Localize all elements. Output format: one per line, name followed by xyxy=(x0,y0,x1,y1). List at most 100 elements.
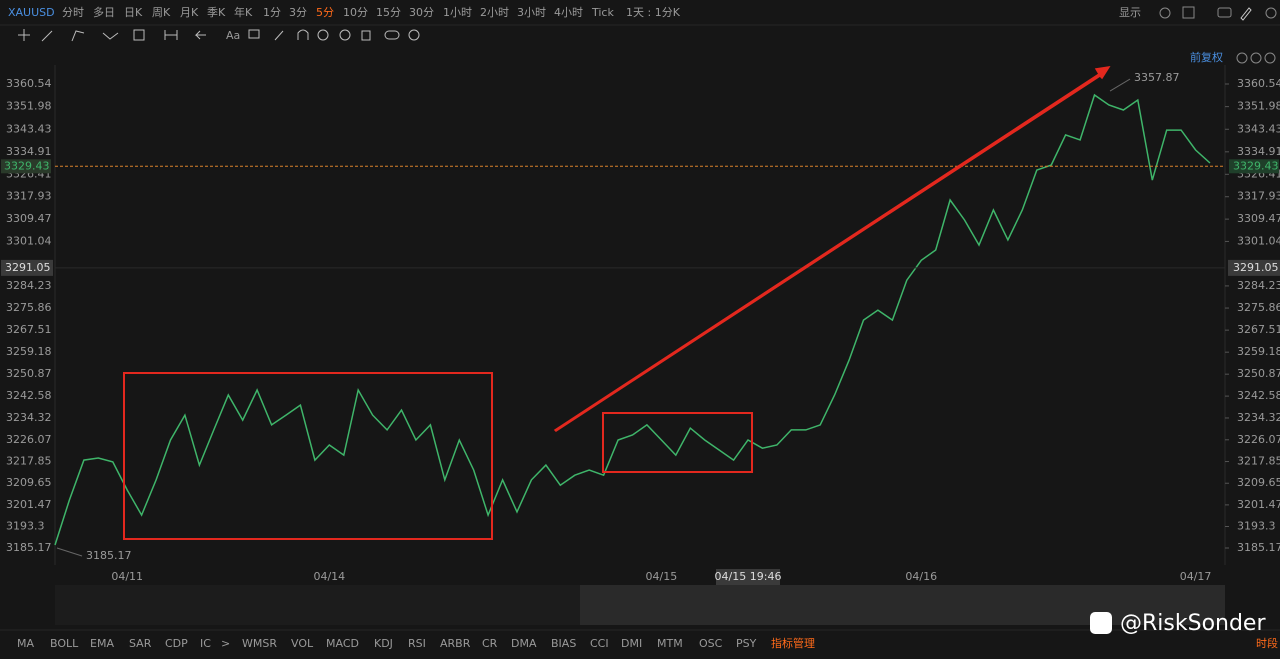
period-tab[interactable]: 4小时 xyxy=(554,6,583,19)
link-tool[interactable] xyxy=(384,30,400,40)
high-label: 3357.87 xyxy=(1134,71,1180,84)
period-tab[interactable]: 30分 xyxy=(409,6,434,19)
zoom-out[interactable] xyxy=(1250,52,1262,64)
y-tick-label: 3250.87 xyxy=(6,367,52,380)
indicator-tab[interactable]: VOL xyxy=(291,637,314,650)
checkbox-icon[interactable] xyxy=(1182,6,1195,19)
ray-tool[interactable] xyxy=(274,30,284,41)
chart-mode[interactable]: 1天 : 1分K xyxy=(626,6,681,19)
indicator-tab[interactable]: KDJ xyxy=(374,637,393,650)
period-tab[interactable]: 2小时 xyxy=(480,6,509,19)
period-tab[interactable]: 1分 xyxy=(263,6,281,19)
indicator-tab[interactable]: DMA xyxy=(511,637,537,650)
y-tick-label-right: 3317.93 xyxy=(1237,190,1280,203)
lock-tool[interactable] xyxy=(317,29,329,41)
period-tab[interactable]: 年K xyxy=(234,5,253,19)
current-price-box xyxy=(1229,159,1279,174)
period-tab[interactable]: 分时 xyxy=(62,6,84,19)
current-price-label: 3329.43 xyxy=(1233,159,1279,172)
indicator-tab[interactable]: MA xyxy=(17,637,34,650)
period-tab[interactable]: 1小时 xyxy=(443,6,472,19)
indicator-manager[interactable]: 指标管理 xyxy=(771,636,815,650)
low-leader xyxy=(56,547,83,557)
indicator-tab[interactable]: BOLL xyxy=(50,637,79,650)
hide-tool[interactable] xyxy=(339,29,351,41)
y-tick-label-right: 3185.17 xyxy=(1237,541,1280,554)
indicator-tab[interactable]: CR xyxy=(482,637,498,650)
indicator-tab[interactable]: OSC xyxy=(699,637,723,650)
period-tab[interactable]: 季K xyxy=(207,6,226,19)
camera-icon[interactable] xyxy=(1217,7,1232,18)
y-tick-label-right: 3226.07 xyxy=(1237,433,1280,446)
y-tick-label-right: 3284.23 xyxy=(1237,279,1280,292)
watermark-logo xyxy=(1090,612,1112,634)
y-tick-label-right: 3351.98 xyxy=(1237,100,1280,113)
period-tab[interactable]: 多日 xyxy=(93,5,115,19)
indicator-tab[interactable]: CDP xyxy=(165,637,188,650)
tool-settings[interactable] xyxy=(408,29,420,41)
indicator-tab[interactable]: > xyxy=(221,637,230,650)
y-tick-label: 3185.17 xyxy=(6,541,52,554)
indicator-tab[interactable]: PSY xyxy=(736,637,757,650)
indicator-tab[interactable]: EMA xyxy=(90,637,114,650)
indicator-tab[interactable]: CCI xyxy=(590,637,609,650)
crosshair-time-label: 04/15 19:46 xyxy=(715,570,782,583)
period-tab[interactable]: 5分 xyxy=(316,6,334,19)
indicator-tab[interactable]: BIAS xyxy=(551,637,576,650)
period-tab[interactable]: 3分 xyxy=(289,6,307,19)
measure-tool[interactable] xyxy=(164,30,178,40)
indicator-tab[interactable]: IC xyxy=(200,637,211,650)
high-leader xyxy=(1109,78,1131,92)
x-tick-label: 04/11 xyxy=(111,570,143,583)
period-tab[interactable]: 15分 xyxy=(376,6,401,19)
indicator-tab[interactable]: RSI xyxy=(408,637,426,650)
y-tick-label: 3226.07 xyxy=(6,433,52,446)
trend-arrow xyxy=(553,66,1111,432)
move-tool[interactable] xyxy=(18,29,30,41)
channel-tool[interactable] xyxy=(71,30,85,42)
period-tab[interactable]: 日K xyxy=(124,6,143,19)
close-icon[interactable] xyxy=(1265,7,1277,19)
indicator-tab[interactable]: WMSR xyxy=(242,637,277,650)
range-box xyxy=(602,412,753,473)
x-tick-label: 04/17 xyxy=(1180,570,1212,583)
wave-tool[interactable] xyxy=(102,32,119,40)
y-tick-label: 3309.47 xyxy=(6,212,52,225)
period-tab[interactable]: 10分 xyxy=(343,6,368,19)
period-tab[interactable]: Tick xyxy=(591,6,614,19)
period-tab[interactable]: 月K xyxy=(180,6,199,19)
reset-zoom[interactable] xyxy=(1236,52,1248,64)
pen-icon[interactable] xyxy=(1240,7,1252,21)
zoom-controls xyxy=(1236,52,1276,64)
y-tick-label: 3351.98 xyxy=(6,100,52,113)
period-tab[interactable]: 3小时 xyxy=(517,6,546,19)
display-menu[interactable]: 显示 xyxy=(1119,6,1141,19)
line-tool[interactable] xyxy=(41,30,53,42)
settings-icon[interactable] xyxy=(1159,7,1171,19)
x-tick-label: 04/14 xyxy=(313,570,345,583)
navigator-window[interactable] xyxy=(580,585,1225,625)
symbol[interactable]: XAUUSD xyxy=(8,6,55,19)
indicator-tab[interactable]: MACD xyxy=(326,637,359,650)
y-tick-label: 3301.04 xyxy=(6,234,52,247)
indicator-tab[interactable]: ARBR xyxy=(440,637,471,650)
period-tab[interactable]: 周K xyxy=(152,6,171,19)
delete-tool[interactable] xyxy=(361,30,371,41)
arrow-tool[interactable] xyxy=(194,30,206,40)
current-price-box xyxy=(1,159,51,174)
shape-tool[interactable] xyxy=(133,29,145,41)
session-tab[interactable]: 时段 xyxy=(1256,636,1278,650)
note-tool[interactable] xyxy=(248,29,260,39)
font-tool[interactable]: Aa xyxy=(226,29,240,42)
x-tick-label: 04/15 xyxy=(646,570,678,583)
indicator-tab[interactable]: SAR xyxy=(129,637,152,650)
zoom-in[interactable] xyxy=(1264,52,1276,64)
y-tick-label: 3209.65 xyxy=(6,476,52,489)
adjust-mode[interactable]: 前复权 xyxy=(1190,50,1223,64)
magnet-tool[interactable] xyxy=(297,29,309,40)
y-tick-label-right: 3360.54 xyxy=(1237,77,1280,90)
indicator-tab[interactable]: DMI xyxy=(621,637,642,650)
indicator-tab[interactable]: MTM xyxy=(657,637,683,650)
y-tick-label-right: 3234.32 xyxy=(1237,411,1280,424)
